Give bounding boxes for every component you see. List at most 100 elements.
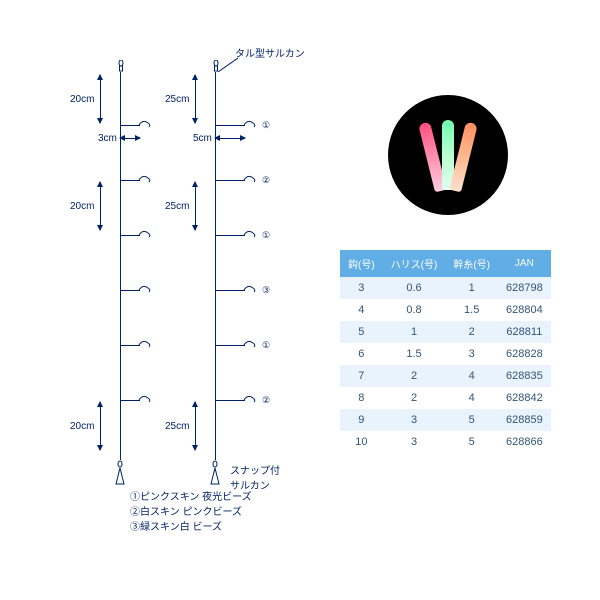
table-cell: 1 — [383, 321, 446, 343]
measure-label: 25cm — [165, 421, 189, 432]
measure-label: 25cm — [165, 94, 189, 105]
table-header-row: 鈎(号) ハリス(号) 幹糸(号) JAN — [340, 250, 551, 277]
hook-icon — [138, 175, 152, 183]
label-top-swivel: タル型サルカン — [235, 45, 305, 60]
table-cell: 5 — [445, 409, 498, 431]
measure-arrow-h — [120, 138, 140, 139]
hook-icon — [243, 285, 257, 293]
table-cell: 5 — [340, 321, 383, 343]
measure-arrow — [100, 75, 101, 123]
measure-label: 20cm — [70, 421, 94, 432]
table-cell: 628798 — [498, 277, 551, 299]
table-cell: 628828 — [498, 343, 551, 365]
legend: ①ピンクスキン 夜光ビーズ ②白スキン ピンクビーズ ③緑スキン白 ビーズ — [130, 490, 252, 535]
measure-label: 20cm — [70, 94, 94, 105]
branch-line — [120, 345, 140, 346]
branch-marker: ① — [262, 120, 270, 131]
hook-icon — [138, 285, 152, 293]
table-cell: 4 — [445, 365, 498, 387]
table-row: 40.81.5628804 — [340, 299, 551, 321]
table-cell: 2 — [383, 365, 446, 387]
branch-marker: ③ — [262, 285, 270, 296]
table-cell: 8 — [340, 387, 383, 409]
product-photo — [388, 95, 508, 215]
hook-icon — [243, 175, 257, 183]
table-cell: 1.5 — [383, 343, 446, 365]
spec-table: 鈎(号) ハリス(号) 幹糸(号) JAN 30.6162879840.81.5… — [340, 250, 551, 453]
branch-line — [120, 235, 140, 236]
measure-arrow — [195, 402, 196, 450]
rig-diagram: タル型サルカン 20cm 20cm 20cm 25cm 25cm 25cm 3c… — [70, 70, 310, 510]
legend-item: ①ピンクスキン 夜光ビーズ — [130, 490, 252, 505]
measure-label: 5cm — [193, 133, 212, 144]
hook-icon — [138, 395, 152, 403]
branch-line — [215, 180, 245, 181]
measure-arrow-h — [215, 138, 245, 139]
table-row: 724628835 — [340, 365, 551, 387]
table-cell: 1 — [445, 277, 498, 299]
snap-swivel-icon — [112, 460, 128, 488]
table-cell: 2 — [445, 321, 498, 343]
table-cell: 9 — [340, 409, 383, 431]
table-cell: 628835 — [498, 365, 551, 387]
table-cell: 3 — [445, 343, 498, 365]
branch-line — [120, 290, 140, 291]
table-cell: 4 — [340, 299, 383, 321]
label-snap-swivel: スナップ付 サルカン — [230, 462, 280, 492]
branch-line — [215, 235, 245, 236]
swivel-icon — [117, 60, 123, 72]
measure-label: 3cm — [98, 133, 117, 144]
table-cell: 628842 — [498, 387, 551, 409]
branch-line — [120, 180, 140, 181]
branch-line — [120, 125, 140, 126]
measure-arrow — [195, 182, 196, 230]
hook-icon — [243, 340, 257, 348]
table-row: 824628842 — [340, 387, 551, 409]
hook-icon — [243, 120, 257, 128]
branch-line — [215, 345, 245, 346]
table-cell: 628859 — [498, 409, 551, 431]
table-row: 935628859 — [340, 409, 551, 431]
table-row: 30.61628798 — [340, 277, 551, 299]
table-row: 512628811 — [340, 321, 551, 343]
table-cell: 2 — [383, 387, 446, 409]
branch-marker: ② — [262, 395, 270, 406]
table-header: JAN — [498, 250, 551, 277]
table-cell: 4 — [445, 387, 498, 409]
hook-icon — [138, 120, 152, 128]
table-row: 1035628866 — [340, 431, 551, 453]
table-cell: 3 — [383, 431, 446, 453]
table-cell: 0.6 — [383, 277, 446, 299]
main-line-right — [215, 72, 216, 460]
branch-line — [215, 290, 245, 291]
table-cell: 0.8 — [383, 299, 446, 321]
branch-marker: ② — [262, 175, 270, 186]
table-header: 幹糸(号) — [445, 250, 498, 277]
table-cell: 3 — [383, 409, 446, 431]
swivel-icon — [212, 60, 218, 72]
table-cell: 3 — [340, 277, 383, 299]
leader-line — [218, 58, 238, 72]
table-cell: 6 — [340, 343, 383, 365]
branch-line — [215, 125, 245, 126]
table-cell: 7 — [340, 365, 383, 387]
hook-icon — [243, 395, 257, 403]
hook-icon — [138, 340, 152, 348]
table-cell: 5 — [445, 431, 498, 453]
table-row: 61.53628828 — [340, 343, 551, 365]
legend-item: ③緑スキン白 ビーズ — [130, 520, 252, 535]
measure-arrow — [195, 75, 196, 123]
table-cell: 10 — [340, 431, 383, 453]
snap-swivel-icon — [207, 460, 223, 488]
branch-marker: ① — [262, 230, 270, 241]
table-cell: 628811 — [498, 321, 551, 343]
branch-line — [120, 400, 140, 401]
measure-label: 20cm — [70, 201, 94, 212]
hook-icon — [243, 230, 257, 238]
table-cell: 628866 — [498, 431, 551, 453]
table-cell: 628804 — [498, 299, 551, 321]
table-header: ハリス(号) — [383, 250, 446, 277]
branch-marker: ① — [262, 340, 270, 351]
measure-arrow — [100, 402, 101, 450]
table-cell: 1.5 — [445, 299, 498, 321]
